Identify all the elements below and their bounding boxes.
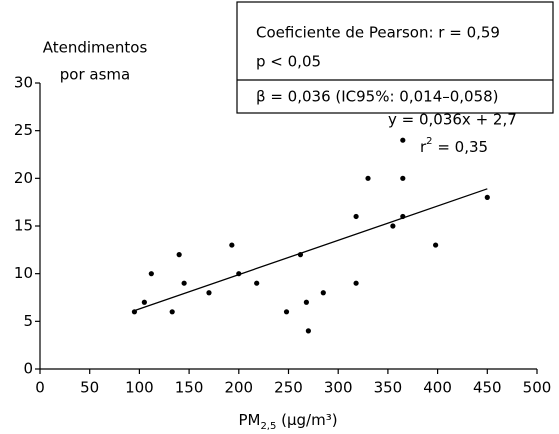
annotation-box (236, 1, 554, 114)
point (254, 280, 260, 286)
y-tick-label: 30 (14, 74, 33, 92)
annotation: p < 0,05 (256, 53, 321, 71)
point (141, 299, 147, 305)
point (131, 309, 138, 315)
x-tick-label: 400 (423, 379, 452, 397)
point (353, 280, 359, 286)
x-tick-label: 150 (175, 379, 204, 397)
point (148, 271, 154, 277)
point (320, 290, 326, 296)
point (176, 252, 182, 258)
x-tick-label: 300 (324, 379, 353, 397)
trend-line (134, 188, 488, 312)
y-tick-label: 25 (14, 121, 33, 139)
x-axis-label: PM2,5 (µg/m³) (238, 411, 337, 433)
point (433, 242, 439, 248)
equation: y = 0,036x + 2,7 (388, 111, 517, 129)
r-squared: r2 = 0,35 (420, 136, 488, 156)
y-tick-label: 10 (14, 264, 33, 282)
x-tick-label: 50 (80, 379, 99, 397)
x-tick-label: 350 (374, 379, 403, 397)
point (400, 213, 406, 220)
x-tick-label: 0 (35, 379, 45, 397)
point (400, 175, 406, 181)
point (353, 213, 359, 220)
point (365, 175, 371, 181)
point (305, 328, 311, 334)
x-label-rest: (µg/m³) (276, 411, 337, 429)
point (229, 242, 235, 248)
point (169, 309, 175, 315)
y-tick-label: 0 (23, 360, 33, 378)
y-axis-label: Atendimentos (43, 39, 148, 57)
point (390, 223, 396, 229)
x-tick-label: 100 (125, 379, 154, 397)
point (181, 280, 187, 286)
r2-rest: = 0,35 (433, 138, 489, 156)
r2-sup: 2 (426, 136, 432, 147)
x-tick-label: 250 (274, 379, 303, 397)
y-tick-label: 20 (14, 169, 33, 187)
x-label-sub: 2,5 (260, 421, 276, 432)
point (400, 137, 406, 143)
point (206, 290, 212, 296)
annotation: β = 0,036 (IC95%: 0,014–0,058) (256, 88, 499, 106)
x-tick-label: 500 (523, 379, 552, 397)
r2-main: r (420, 138, 427, 156)
point (283, 309, 290, 315)
x-tick-label: 200 (224, 379, 253, 397)
annotation: Coeficiente de Pearson: r = 0,59 (256, 24, 500, 42)
x-tick-label: 450 (473, 379, 502, 397)
point (303, 299, 309, 305)
point (236, 271, 242, 277)
point (484, 194, 490, 200)
x-label-main: PM (238, 411, 260, 429)
y-tick-label: 5 (23, 312, 33, 330)
point (297, 252, 304, 258)
y-tick-label: 15 (14, 217, 33, 235)
y-axis-label: por asma (60, 66, 130, 84)
